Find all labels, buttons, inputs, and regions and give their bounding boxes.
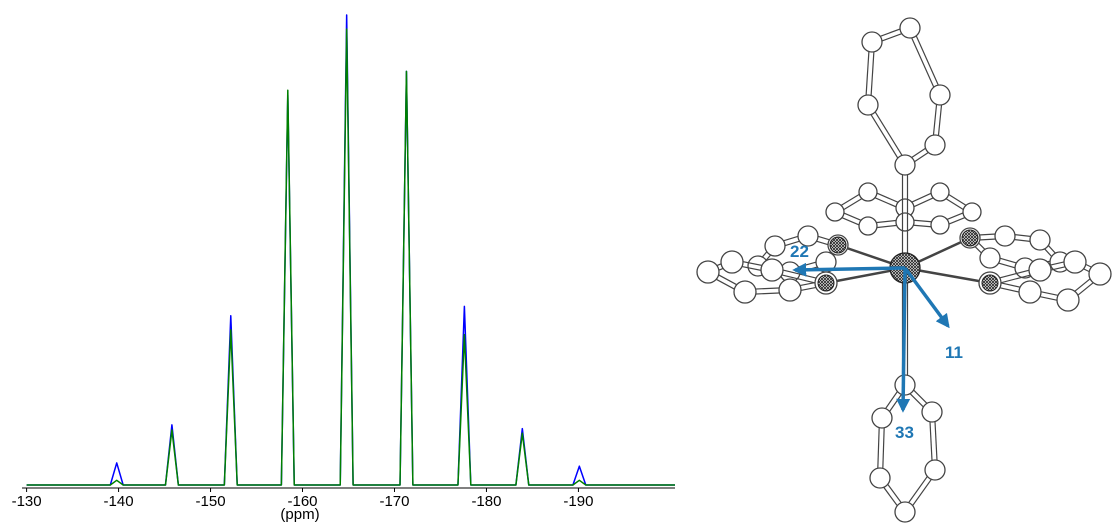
atom	[858, 95, 878, 115]
atom	[922, 402, 942, 422]
spectrum-line	[27, 29, 675, 485]
bond	[866, 106, 903, 166]
donor-atom	[818, 275, 834, 291]
atom	[995, 226, 1015, 246]
tensor-axis	[795, 268, 905, 270]
atom	[925, 460, 945, 480]
atom	[859, 217, 877, 235]
tensor-axis	[905, 268, 948, 326]
atom	[1019, 281, 1041, 303]
tensor-label: 11	[945, 343, 963, 362]
atom	[1064, 251, 1086, 273]
atom	[870, 468, 890, 488]
atom	[721, 251, 743, 273]
atom	[931, 216, 949, 234]
atom	[1089, 263, 1111, 285]
atom	[931, 183, 949, 201]
atom	[859, 183, 877, 201]
atom	[765, 236, 785, 256]
atom	[1030, 230, 1050, 250]
atom	[872, 408, 892, 428]
donor-atom	[830, 237, 846, 253]
atom	[980, 248, 1000, 268]
spectrum: -130-140-150-160-170-180-190	[12, 15, 675, 510]
atom	[761, 259, 783, 281]
bond	[912, 27, 942, 94]
atom	[900, 18, 920, 38]
atom	[896, 213, 914, 231]
atom	[1029, 259, 1051, 281]
atom	[925, 135, 945, 155]
molecule: 22 11 33	[697, 18, 1111, 522]
atom	[895, 502, 915, 522]
x-tick-label: -150	[196, 493, 226, 510]
spectrum-line	[27, 15, 675, 485]
figure: -130-140-150-160-170-180-190 221133 (ppm…	[0, 0, 1112, 527]
atom	[697, 261, 719, 283]
atom	[895, 155, 915, 175]
atom	[826, 203, 844, 221]
atom	[963, 203, 981, 221]
atom	[779, 279, 801, 301]
atom	[930, 85, 950, 105]
x-tick-label: -180	[471, 493, 501, 510]
x-tick-label: -130	[12, 493, 42, 510]
tensor-label: 33	[895, 423, 914, 442]
atom	[1057, 289, 1079, 311]
donor-atom	[962, 230, 978, 246]
x-axis-label: (ppm)	[280, 506, 319, 523]
tensor-axis	[903, 268, 905, 410]
atom	[862, 32, 882, 52]
x-tick-label: -170	[379, 493, 409, 510]
donor-atom	[982, 275, 998, 291]
x-tick-label: -190	[563, 493, 593, 510]
bond	[870, 104, 907, 164]
atom	[734, 281, 756, 303]
tensor-label: 22	[790, 242, 809, 261]
x-tick-label: -140	[104, 493, 134, 510]
bond	[908, 29, 938, 96]
